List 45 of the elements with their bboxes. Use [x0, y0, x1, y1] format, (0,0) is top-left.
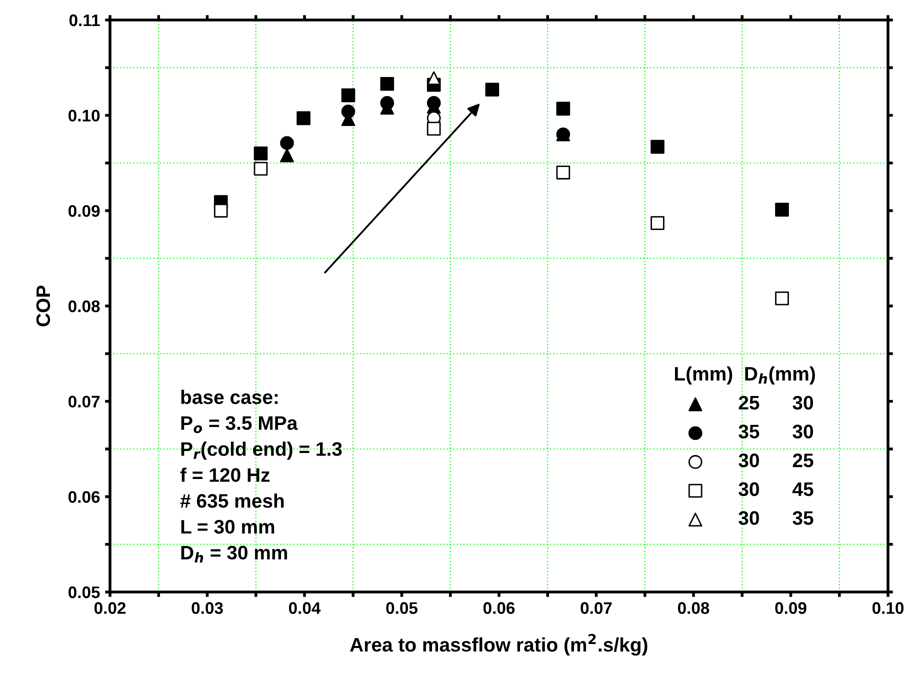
legend-label: 25 30: [738, 396, 814, 410]
y-tick-label: 0.06: [68, 491, 100, 503]
x-tick-label: 0.10: [872, 602, 904, 614]
x-tick-label: 0.02: [94, 602, 126, 614]
point: [650, 216, 664, 230]
x-axis-title: Area to massflow ratio (m$^{2}$.s/kg): [350, 634, 648, 656]
x-tick-label: 0.05: [386, 602, 418, 614]
point: [556, 166, 570, 180]
point: [426, 96, 441, 110]
point: [426, 122, 441, 136]
x-tick-label: 0.03: [192, 602, 223, 614]
x-tick-label: 0.09: [775, 602, 806, 614]
point: [650, 140, 664, 154]
point: [341, 88, 356, 102]
x-tick-label: 0.08: [678, 602, 710, 614]
text: base case: P$_{o}$ = 3.5 MPa P$_{r}$(cold end) = 1.3 f = 120 Hz # 635 mesh L = 30 mm D$_{h}$ = 30 mm: [180, 390, 342, 563]
y-tick-label: 0.07: [68, 396, 100, 408]
point: [485, 82, 500, 96]
x-tick-label: 0.04: [288, 602, 321, 614]
point: [296, 111, 310, 126]
point: [254, 162, 268, 176]
point: [280, 148, 294, 162]
legend-label: 30 35: [738, 511, 814, 525]
x-tick-label: 0.07: [580, 602, 612, 614]
y-tick-label: 0.05: [68, 586, 100, 598]
legend-label: 30 25: [738, 453, 814, 468]
y-tick-label: 0.09: [68, 205, 100, 217]
point: [775, 291, 789, 306]
point: [341, 104, 356, 118]
point: [254, 146, 268, 160]
point: [380, 96, 394, 110]
point: [426, 71, 441, 86]
y-tick-label: 0.10: [68, 110, 100, 122]
legend-title: L(mm) D$_{h}$(mm): [675, 366, 815, 384]
point: [556, 102, 570, 116]
y-tick-label: 0.08: [68, 300, 100, 312]
point: [380, 76, 394, 91]
x-tick-label: 0.06: [483, 602, 515, 614]
legend-label: 30 45: [738, 482, 814, 496]
point: [280, 136, 294, 150]
point: [214, 204, 228, 218]
y-tick-label: 0.11: [69, 14, 100, 26]
point: [775, 202, 789, 217]
legend-label: 35 30: [738, 424, 814, 438]
y-axis-title: COP: [36, 286, 50, 326]
